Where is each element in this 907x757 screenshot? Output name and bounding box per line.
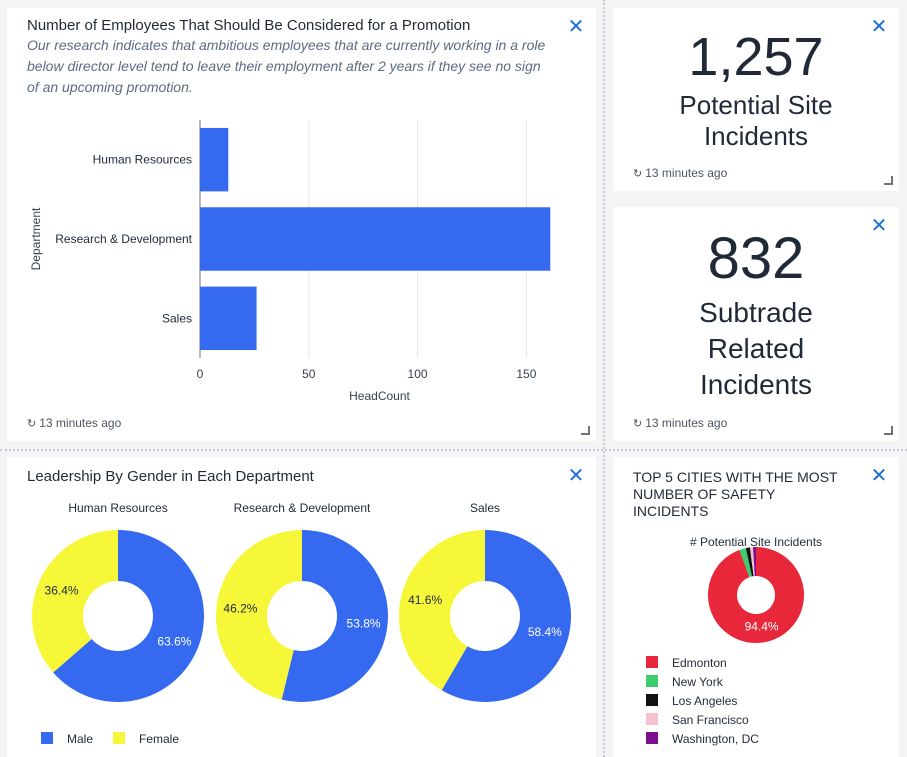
y-axis-title: Department <box>29 207 43 270</box>
donut-slice <box>739 548 752 578</box>
bar <box>200 127 229 192</box>
kpi-label-line: Subtrade <box>699 297 813 328</box>
refresh-icon: ↻ <box>633 166 643 180</box>
legend-swatch <box>646 713 658 725</box>
card-title-line: INCIDENTS <box>633 503 709 519</box>
kpi-label-line: Incidents <box>703 121 809 152</box>
y-tick-label: Sales <box>162 311 192 325</box>
slice-label: 41.6% <box>408 593 442 607</box>
slice-label: 58.4% <box>528 625 562 639</box>
kpi-label-line: Potential Site <box>679 90 833 120</box>
close-icon[interactable]: ✕ <box>870 463 888 487</box>
legend-label: San Francisco <box>672 713 749 727</box>
close-icon[interactable]: ✕ <box>567 14 585 38</box>
card-title: Leadership By Gender in Each Department <box>27 468 314 485</box>
card-title-line: TOP 5 CITIES WITH THE MOST <box>633 469 838 485</box>
last-updated: ↻ 13 minutes ago <box>633 166 727 180</box>
last-updated-text: 13 minutes ago <box>645 416 728 430</box>
legend-label: New York <box>672 675 724 689</box>
column-divider <box>603 0 605 757</box>
legend-swatch <box>41 732 53 744</box>
last-updated-text: 13 minutes ago <box>39 416 122 430</box>
card-title: Number of Employees That Should Be Consi… <box>27 17 471 34</box>
kpi-label-line: Related <box>707 333 805 364</box>
kpi-value: 832 <box>707 226 805 291</box>
kpi-label: Potential Site Incidents <box>613 90 899 152</box>
city-incidents-donut: # Potential Site Incidents 94.4% Edmonton N… <box>646 535 822 746</box>
slice-label: 53.8% <box>347 616 381 630</box>
legend-label: Male <box>67 732 93 746</box>
donut-slice <box>441 530 571 702</box>
resize-handle[interactable] <box>581 426 590 435</box>
kpi-label-line: Incidents <box>699 369 813 400</box>
donut-slice <box>281 530 389 702</box>
bar <box>200 207 551 271</box>
y-tick-label: Research & Development <box>55 232 192 246</box>
last-updated: ↻ 13 minutes ago <box>27 416 121 430</box>
donut-slice <box>32 530 118 673</box>
donut-title: Human Resources <box>68 501 167 515</box>
legend-label: Los Angeles <box>672 694 737 708</box>
refresh-icon: ↻ <box>27 416 37 430</box>
resize-handle[interactable] <box>884 426 893 435</box>
kpi-potential-site-incidents: ✕ 1,257 Potential Site Incidents ↻ 13 mi… <box>613 8 899 191</box>
legend-swatch <box>646 656 658 668</box>
last-updated-text: 13 minutes ago <box>645 166 728 180</box>
leadership-gender-card: Leadership By Gender in Each Department … <box>7 457 596 757</box>
donut-slice <box>749 547 755 577</box>
donut-title: Sales <box>470 501 500 515</box>
x-tick-label: 50 <box>302 367 316 381</box>
row-divider <box>0 449 907 451</box>
donut-slice <box>216 530 302 700</box>
x-tick-label: 100 <box>408 367 428 381</box>
slice-label: 94.4% <box>745 620 779 634</box>
donut-slice <box>399 530 485 691</box>
x-tick-label: 0 <box>197 367 204 381</box>
legend-swatch <box>646 732 658 744</box>
headcount-bar-chart: 0 50 100 150 Human Resources Research & Devel… <box>29 120 551 403</box>
donut-slice <box>708 547 804 643</box>
slice-label: 36.4% <box>45 583 79 597</box>
legend-label: Edmonton <box>672 656 727 670</box>
legend-label: Female <box>139 732 179 746</box>
donut-slice <box>53 530 205 702</box>
top-cities-card: TOP 5 CITIES WITH THE MOST NUMBER OF SAF… <box>613 457 899 757</box>
gender-donut-charts: Human Resources 63.6% 36.4% Research & Deve… <box>32 501 571 746</box>
legend-label: Washington, DC <box>672 732 759 746</box>
kpi-label: Subtrade Related Incidents <box>613 295 899 403</box>
last-updated: ↻ 13 minutes ago <box>633 416 727 430</box>
legend-swatch <box>646 694 658 706</box>
legend-swatch <box>646 675 658 687</box>
slice-label: 46.2% <box>223 602 257 616</box>
close-icon[interactable]: ✕ <box>567 463 585 487</box>
x-tick-label: 150 <box>516 367 536 381</box>
donut-slice <box>752 547 756 577</box>
close-icon[interactable]: ✕ <box>870 213 888 237</box>
resize-handle[interactable] <box>884 176 893 185</box>
kpi-value: 1,257 <box>688 27 824 87</box>
card-title-line: NUMBER OF SAFETY <box>633 486 776 502</box>
card-subtitle: Our research indicates that ambitious em… <box>27 37 546 95</box>
bar <box>200 286 257 351</box>
close-icon[interactable]: ✕ <box>870 14 888 38</box>
legend-swatch <box>113 732 125 744</box>
donut-title: Research & Development <box>234 501 371 515</box>
promotion-bar-card: Number of Employees That Should Be Consi… <box>7 8 596 441</box>
x-axis-title: HeadCount <box>349 389 410 403</box>
slice-label: 63.6% <box>157 635 191 649</box>
y-tick-label: Human Resources <box>93 153 192 167</box>
donut-title: # Potential Site Incidents <box>690 535 822 549</box>
donut-slice <box>745 547 754 577</box>
refresh-icon: ↻ <box>633 416 643 430</box>
card-title: TOP 5 CITIES WITH THE MOST NUMBER OF SAF… <box>633 469 838 520</box>
kpi-subtrade-related-incidents: ✕ 832 Subtrade Related Incidents ↻ 13 mi… <box>613 207 899 441</box>
